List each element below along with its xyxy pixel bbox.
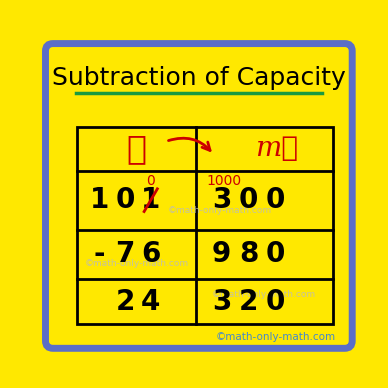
Text: 7: 7 — [116, 241, 135, 268]
Text: 1000: 1000 — [207, 174, 242, 188]
Text: 1: 1 — [90, 186, 109, 214]
Text: ©math-only-math.com: ©math-only-math.com — [168, 206, 272, 215]
FancyBboxPatch shape — [45, 43, 352, 348]
Text: -: - — [94, 241, 106, 268]
Text: 4: 4 — [141, 288, 160, 316]
Bar — [77, 127, 333, 324]
Text: 0: 0 — [146, 174, 155, 188]
Text: ©math-only-math.com: ©math-only-math.com — [212, 290, 316, 299]
Text: 0: 0 — [266, 241, 285, 268]
Text: 6: 6 — [141, 241, 160, 268]
Text: Subtraction of Capacity: Subtraction of Capacity — [52, 66, 346, 90]
Text: 0: 0 — [266, 186, 285, 214]
Text: 2: 2 — [239, 288, 258, 316]
Text: 2: 2 — [116, 288, 135, 316]
Text: ©math-only-math.com: ©math-only-math.com — [85, 259, 189, 268]
Text: 8: 8 — [239, 241, 258, 268]
Text: 3: 3 — [212, 186, 231, 214]
Text: 0: 0 — [266, 288, 285, 316]
Text: ©math-only-math.com: ©math-only-math.com — [216, 332, 336, 342]
Text: 3: 3 — [212, 288, 231, 316]
Text: 9: 9 — [212, 241, 231, 268]
Text: 0: 0 — [116, 186, 135, 214]
Text: ℓ: ℓ — [126, 133, 147, 165]
Text: 0: 0 — [239, 186, 258, 214]
Text: 1: 1 — [141, 186, 160, 214]
Text: mℓ: mℓ — [255, 135, 298, 163]
FancyArrowPatch shape — [168, 138, 210, 151]
